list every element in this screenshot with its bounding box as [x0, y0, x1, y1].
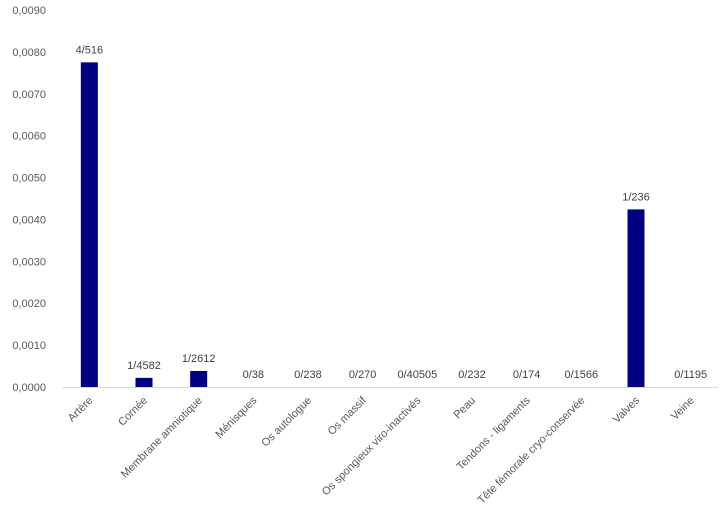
category-label: Artère: [66, 395, 96, 425]
bar: [627, 209, 645, 387]
data-label: 0/1195: [674, 369, 707, 381]
category-label: Ménisques: [213, 394, 259, 440]
data-label: 1/4582: [127, 360, 161, 372]
category-label: Cornée: [116, 395, 150, 429]
y-tick-label: 0,0040: [12, 214, 46, 226]
data-label: 4/516: [76, 44, 104, 56]
y-tick-label: 0,0030: [12, 256, 46, 268]
y-tick-label: 0,0000: [12, 382, 46, 394]
data-label: 0/270: [349, 369, 377, 381]
bar: [80, 62, 98, 387]
category-label: Tête fémorale cryo-conservée: [476, 395, 588, 507]
y-axis-ticks: 0,0000 0,0010 0,0020 0,0030 0,0040 0,0050 0,00…: [12, 5, 46, 394]
y-tick-label: 0,0060: [12, 131, 46, 143]
bar: [190, 370, 208, 387]
data-label: 0/1566: [565, 369, 599, 381]
bars: [80, 62, 645, 387]
category-label: Peau: [451, 395, 478, 422]
category-label: Os massif: [326, 394, 370, 438]
category-label: Os autologue: [259, 395, 314, 450]
data-labels: 4/516 1/4582 1/2612 0/38 0/238 0/270 0/40505 0/…: [76, 44, 708, 381]
data-label: 1/2612: [182, 353, 216, 365]
y-tick-label: 0,0070: [12, 89, 46, 101]
y-tick-label: 0,0090: [12, 5, 46, 17]
y-tick-label: 0,0020: [12, 298, 46, 310]
category-label: Os spongieux viro-inactivés: [320, 394, 424, 498]
y-tick-label: 0,0050: [12, 173, 46, 185]
y-tick-label: 0,0010: [12, 340, 46, 352]
data-label: 0/232: [458, 369, 486, 381]
data-label: 0/174: [513, 369, 541, 381]
category-label: Valves: [611, 394, 643, 426]
data-label: 0/238: [294, 369, 322, 381]
bar: [135, 377, 153, 387]
data-label: 0/40505: [397, 369, 437, 381]
category-label: Veine: [669, 395, 697, 423]
data-label: 0/38: [243, 369, 264, 381]
data-label: 1/236: [622, 191, 650, 203]
y-tick-label: 0,0080: [12, 47, 46, 59]
